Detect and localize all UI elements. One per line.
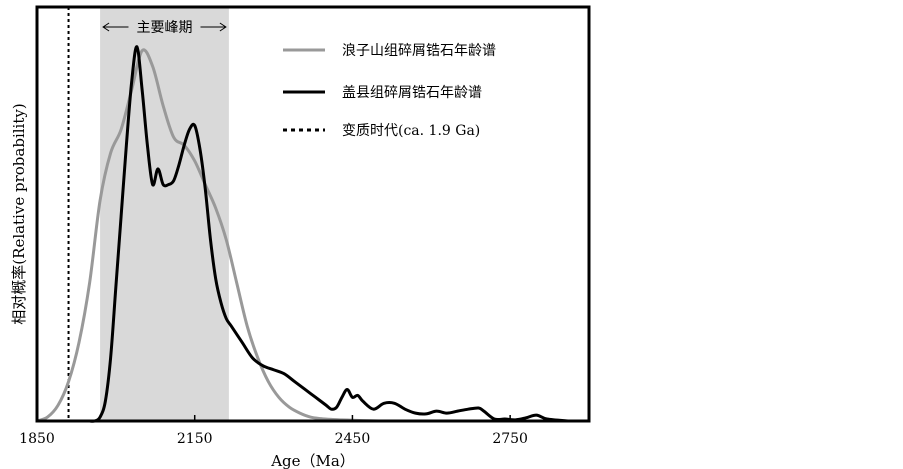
legend-label-langzishan: 浪子山组碎屑锆石年龄谱 [342, 43, 496, 59]
main-peak-label: 主要峰期 [136, 20, 192, 36]
x-ticks: 1850 2150 2450 2750 [19, 415, 528, 447]
x-axis-label: Age（Ma） [270, 452, 355, 469]
main-peak-label-group: 主要峰期 [102, 20, 227, 36]
plot-frame [35, 5, 591, 423]
series-layer [36, 45, 569, 423]
series-line-1 [89, 45, 569, 423]
legend-label-gaixian: 盖县组碎屑锆石年龄谱 [342, 85, 482, 101]
legend-label-metamorphic-age: 变质时代(ca. 1.9 Ga) [342, 123, 480, 139]
x-tick-label: 1850 [19, 431, 55, 447]
arrowhead-right-icon [219, 22, 227, 32]
x-tick-label: 2150 [177, 431, 213, 447]
x-tick-label: 2750 [492, 431, 528, 447]
main-peak-band [100, 7, 229, 421]
legend: 浪子山组碎屑锆石年龄谱 盖县组碎屑锆石年龄谱 变质时代(ca. 1.9 Ga) [283, 43, 496, 139]
arrowhead-left-icon [102, 22, 110, 32]
x-tick-label: 2450 [335, 431, 371, 447]
y-axis-label: 相对概率(Relative probability) [10, 103, 28, 324]
